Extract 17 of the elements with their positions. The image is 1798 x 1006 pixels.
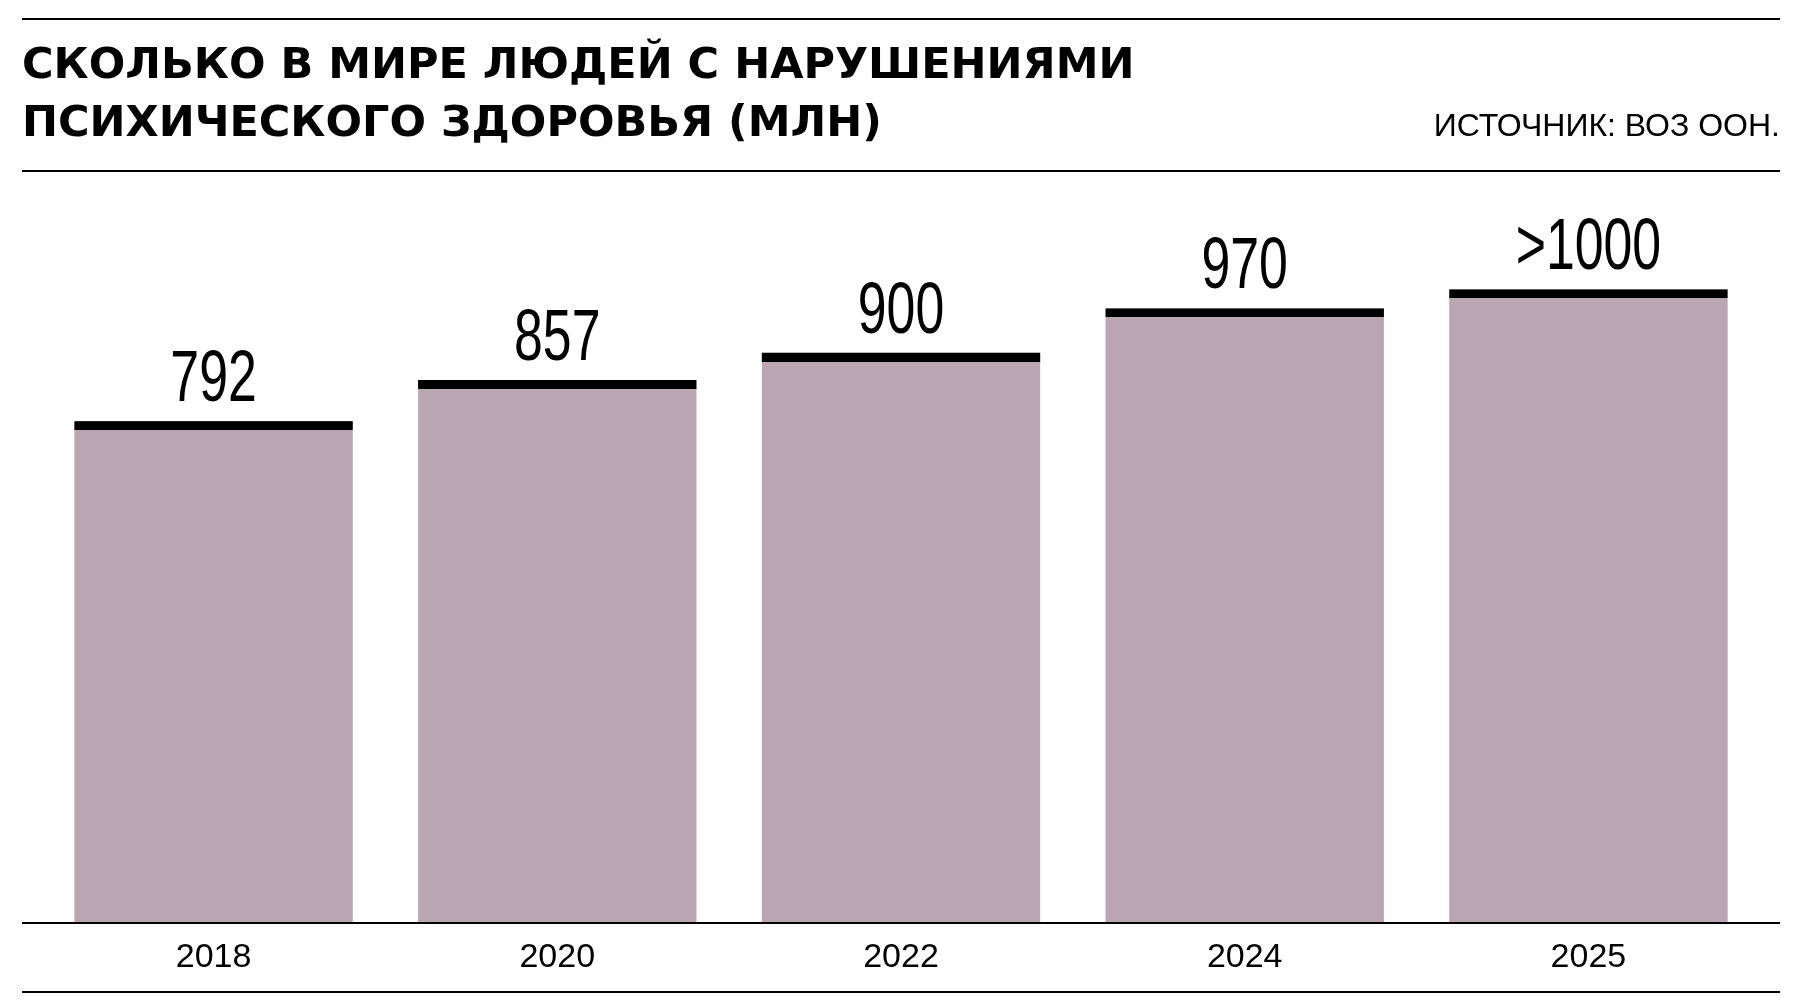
- chart-title: СКОЛЬКО В МИРЕ ЛЮДЕЙ С НАРУШЕНИЯМИ ПСИХИЧЕСКОГО ЗДОРОВЬЯ (МЛН): [22, 38, 1135, 146]
- bar: [418, 379, 697, 923]
- data-label: 970: [1201, 222, 1288, 304]
- bar: [74, 421, 353, 923]
- x-tick-label: 2020: [519, 936, 596, 974]
- bar: [761, 352, 1041, 923]
- x-tick-label: 2018: [175, 936, 252, 974]
- text: ИСТОЧНИК: ВОЗ ООН.: [1433, 107, 1780, 143]
- data-label: 900: [857, 267, 945, 348]
- data-label: 857: [514, 294, 601, 375]
- data-label: 792: [170, 335, 257, 417]
- x-tick-label: 2025: [1550, 936, 1627, 974]
- x-tick-label: 2024: [1206, 936, 1283, 974]
- data-label: >1000: [1515, 203, 1662, 285]
- bar: [1449, 289, 1728, 923]
- bar: [1105, 308, 1384, 923]
- x-tick-label: 2022: [863, 936, 939, 974]
